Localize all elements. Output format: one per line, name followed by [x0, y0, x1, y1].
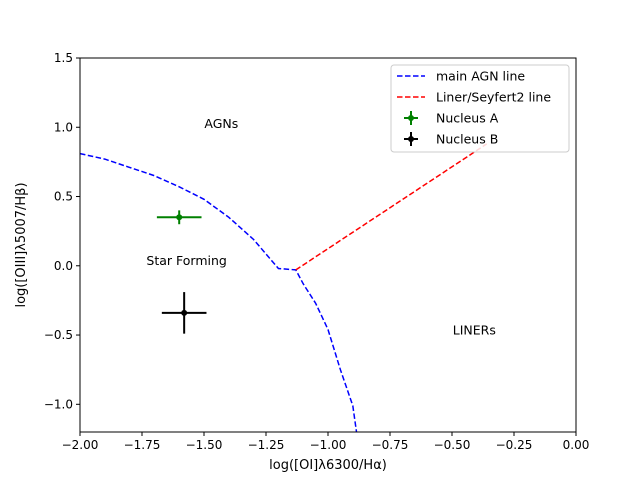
y-tick-label: 0.5 [54, 190, 73, 204]
y-tick-label: 1.5 [54, 51, 73, 65]
x-axis-label: log([OI]λ6300/Hα) [269, 458, 387, 473]
region-label: LINERs [453, 322, 496, 337]
legend-entry-2: Nucleus A [404, 111, 499, 126]
point-marker [176, 214, 183, 221]
x-axis-ticks: −2.00 −1.75 −1.50 −1.25 −1.00 −0.75 −0.50 −0.25… [62, 432, 590, 452]
legend-marker [408, 136, 414, 142]
legend-entry-0: main AGN line [397, 69, 525, 84]
point-marker [181, 309, 188, 316]
legend-entry-3: Nucleus B [404, 132, 498, 147]
x-tick-label: 0.00 [563, 438, 590, 452]
y-tick-label: −1.0 [44, 397, 73, 411]
x-tick-label: −1.75 [124, 438, 161, 452]
y-axis-ticks: 1.5 1.0 0.5 0.0 −0.5 −1.0 [44, 51, 80, 411]
y-tick-label: 1.0 [54, 120, 73, 134]
region-label: Star Forming [146, 253, 226, 268]
series-line-1 [295, 143, 488, 271]
legend-box [390, 64, 570, 153]
legend-label: Nucleus B [436, 132, 498, 147]
x-tick-label: −1.50 [186, 438, 223, 452]
data-points [156, 210, 207, 334]
x-tick-label: −0.50 [434, 438, 471, 452]
legend-marker [408, 115, 414, 121]
x-tick-label: −1.25 [248, 438, 285, 452]
x-tick-label: −0.25 [496, 438, 533, 452]
data-point-0 [156, 210, 202, 225]
series-lines [80, 143, 488, 432]
y-tick-label: 0.0 [54, 259, 73, 273]
x-tick-label: −1.00 [310, 438, 347, 452]
x-tick-label: −2.00 [62, 438, 99, 452]
legend-label: Nucleus A [436, 111, 499, 126]
legend-label: Liner/Seyfert2 line [436, 90, 551, 105]
y-tick-label: −0.5 [44, 328, 73, 342]
series-line-0 [80, 152, 358, 432]
legend-label: main AGN line [436, 69, 525, 84]
annotations: AGNs Star Forming LINERs [146, 116, 495, 337]
region-label: AGNs [204, 116, 238, 131]
legend: main AGN line Liner/Seyfert2 line Nucleus … [390, 64, 570, 153]
y-axis-label: log([OIII]λ5007/Hβ) [14, 182, 29, 307]
legend-entry-1: Liner/Seyfert2 line [397, 90, 551, 105]
data-point-1 [161, 292, 207, 334]
x-tick-label: −0.75 [372, 438, 409, 452]
